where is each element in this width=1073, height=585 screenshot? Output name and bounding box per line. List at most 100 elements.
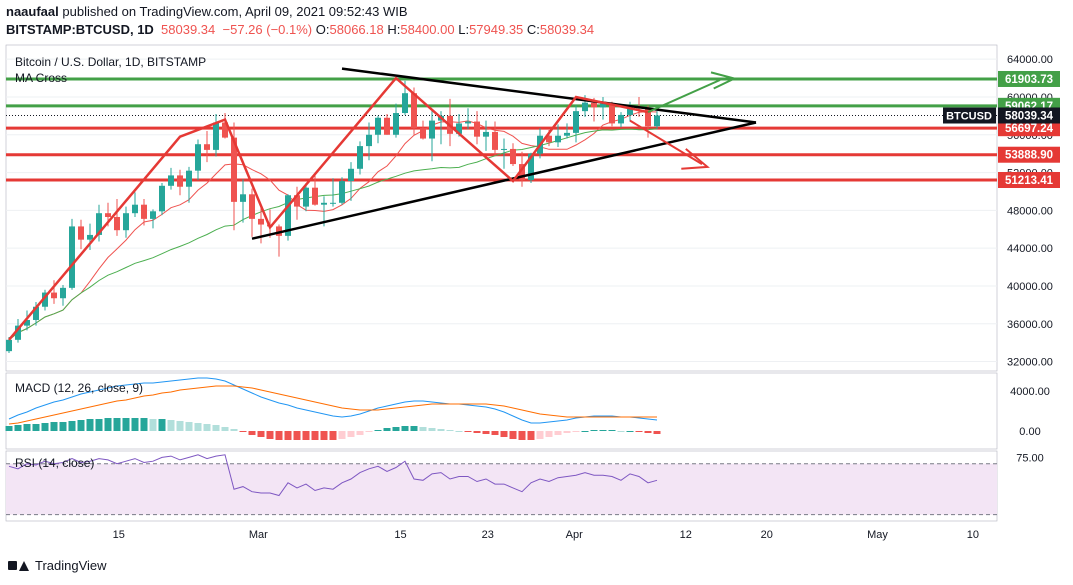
macd-histogram-bar (338, 431, 346, 439)
candle[interactable] (375, 115, 381, 144)
rsi-pane[interactable] (5, 450, 998, 522)
tradingview-logo[interactable]: TradingView (8, 558, 107, 573)
candle[interactable] (501, 138, 507, 169)
candle[interactable] (195, 139, 201, 181)
candle[interactable] (600, 96, 606, 120)
candle[interactable] (285, 194, 291, 241)
candle[interactable] (384, 113, 390, 135)
candle[interactable] (303, 182, 309, 212)
candle[interactable] (150, 209, 156, 229)
macd-histogram-bar (554, 431, 562, 435)
candle[interactable] (159, 182, 165, 216)
rsi-axis[interactable]: 75.00 (1016, 452, 1044, 464)
time-axis[interactable]: 15 Mar 15 23 Apr 12 20 May 10 (113, 529, 979, 541)
candle[interactable] (51, 280, 57, 304)
time-tick-label: Mar (249, 529, 268, 541)
candle[interactable] (222, 113, 228, 139)
candle[interactable] (510, 143, 516, 166)
macd-axis[interactable]: 4000.00 0.00 (1010, 386, 1050, 438)
candle[interactable] (348, 162, 354, 201)
triangle-lower-trendline[interactable] (251, 121, 757, 240)
price-pane[interactable] (5, 44, 998, 372)
time-tick-label: 12 (680, 529, 692, 541)
candle[interactable] (177, 169, 183, 196)
candle[interactable] (573, 105, 579, 143)
candle[interactable] (42, 289, 48, 311)
candle-body (240, 194, 246, 202)
candle-body (312, 187, 318, 205)
macd-histogram-bar (527, 431, 535, 440)
candle[interactable] (204, 130, 210, 163)
zigzag-pattern-line[interactable] (8, 76, 649, 341)
candle-body (618, 114, 624, 124)
price-level-tag-label: 51213.41 (1005, 175, 1054, 187)
candle-body (177, 175, 183, 187)
rsi-title: RSI (14, close) (15, 456, 94, 470)
candle[interactable] (312, 172, 318, 206)
candle[interactable] (123, 206, 129, 238)
candle[interactable] (420, 120, 426, 140)
candle[interactable] (141, 199, 147, 226)
candle[interactable] (132, 192, 138, 217)
price-tick-label: 40000.00 (1007, 281, 1053, 293)
candle[interactable] (276, 224, 282, 257)
candle-body (114, 216, 120, 231)
candle-body (474, 121, 480, 137)
candle[interactable] (393, 103, 399, 138)
macd-histogram-bar (383, 428, 391, 431)
macd-histogram-bar (248, 431, 256, 435)
candle[interactable] (96, 204, 102, 242)
macd-histogram-bar (428, 428, 436, 431)
macd-histogram-bar (545, 431, 553, 437)
candle[interactable] (555, 124, 561, 148)
price-tick-label: 48000.00 (1007, 205, 1053, 217)
macd-histogram-bar (176, 421, 184, 431)
candle[interactable] (213, 113, 219, 157)
candle[interactable] (186, 166, 192, 203)
price-level-tag-label: 61903.73 (1005, 74, 1053, 86)
candle[interactable] (168, 167, 174, 190)
candle-body (231, 137, 237, 202)
candle[interactable] (366, 122, 372, 161)
candle-body (249, 194, 255, 219)
time-tick-label: 23 (482, 529, 494, 541)
macd-histogram-bar (266, 431, 274, 439)
price-level-tag (998, 146, 1060, 163)
candle[interactable] (330, 178, 336, 207)
macd-histogram-bar (599, 430, 607, 431)
triangle-upper-trendline[interactable] (341, 67, 757, 124)
macd-pane[interactable] (5, 372, 998, 450)
macd-histogram-bar (194, 423, 202, 431)
candle[interactable] (294, 186, 300, 220)
candle-body (609, 103, 615, 124)
candle[interactable] (114, 199, 120, 236)
candle-body (204, 144, 210, 150)
candle[interactable] (483, 120, 489, 151)
candle[interactable] (474, 111, 480, 145)
macd-histogram-bar (230, 429, 238, 431)
candle[interactable] (24, 310, 30, 331)
candle[interactable] (240, 179, 246, 223)
bearish-projection-arrow[interactable] (629, 119, 703, 165)
candle[interactable] (78, 219, 84, 250)
candle[interactable] (87, 223, 93, 251)
price-change: −57.26 (−0.1%) (222, 22, 313, 37)
candle[interactable] (492, 121, 498, 156)
candle[interactable] (618, 112, 624, 128)
candle[interactable] (357, 141, 363, 175)
candle[interactable] (564, 123, 570, 139)
candle[interactable] (69, 218, 75, 290)
candle[interactable] (654, 111, 660, 130)
candle[interactable] (465, 108, 471, 130)
open-value: 58066.18 (329, 22, 384, 37)
candle[interactable] (339, 177, 345, 205)
bullish-projection-arrow[interactable] (647, 79, 721, 114)
candle-body (195, 144, 201, 171)
publisher-name[interactable]: naaufaal (6, 4, 59, 19)
candle[interactable] (249, 188, 255, 237)
candle[interactable] (60, 285, 66, 306)
macd-histogram-bar (455, 431, 463, 432)
macd-histogram-bar (50, 422, 58, 431)
candle[interactable] (429, 110, 435, 162)
